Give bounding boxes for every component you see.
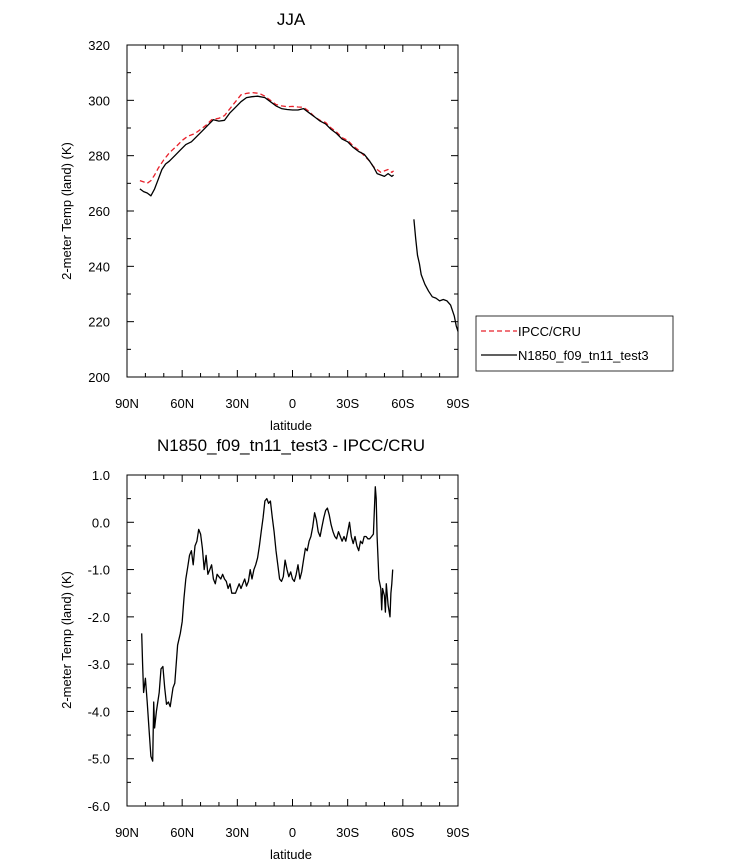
y-tick-label: -5.0 — [88, 752, 110, 767]
x-tick-label: 90N — [115, 825, 139, 840]
chart-title: N1850_f09_tn11_test3 - IPCC/CRU — [157, 436, 425, 455]
plot-frame — [126, 474, 459, 807]
x-tick-label: 90S — [446, 396, 469, 411]
x-axis-label: latitude — [270, 847, 312, 862]
y-axis-label: 2-meter Temp (land) (K) — [59, 571, 74, 709]
legend-box — [475, 315, 674, 372]
series-line-2-segment-1 — [139, 95, 394, 197]
y-tick-label: 0.0 — [92, 515, 110, 530]
series-line-1-segment-1 — [141, 486, 394, 762]
x-tick-label: 60S — [391, 825, 414, 840]
series-line-1-segment-1 — [139, 91, 394, 184]
y-tick-label: -4.0 — [88, 704, 110, 719]
y-tick-labels: 200 220 240 260 280 300 320 — [88, 38, 110, 385]
x-axis-label: latitude — [270, 418, 312, 433]
tick-marks — [126, 44, 459, 378]
x-tick-label: 30S — [336, 825, 359, 840]
x-tick-label: 0 — [289, 825, 296, 840]
series-line-2-segment-2 — [413, 219, 459, 332]
y-tick-label: -2.0 — [88, 610, 110, 625]
plot-series — [141, 486, 394, 762]
plot-frame — [126, 44, 459, 378]
legend-label-ipcc: IPCC/CRU — [518, 324, 581, 339]
y-tick-label: 1.0 — [92, 468, 110, 483]
y-axis-label: 2-meter Temp (land) (K) — [59, 142, 74, 280]
x-tick-label: 90N — [115, 396, 139, 411]
y-tick-labels: 1.0 0.0 -1.0 -2.0 -3.0 -4.0 -5.0 -6.0 — [88, 468, 110, 814]
y-tick-label: 280 — [88, 149, 110, 164]
x-tick-labels: 90N 60N 30N 0 30S 60S 90S — [115, 396, 470, 411]
x-tick-label: 30N — [225, 396, 249, 411]
y-tick-label: 260 — [88, 204, 110, 219]
y-tick-label: -6.0 — [88, 799, 110, 814]
y-tick-label: -1.0 — [88, 563, 110, 578]
x-tick-label: 30S — [336, 396, 359, 411]
x-tick-label: 60S — [391, 396, 414, 411]
x-tick-label: 90S — [446, 825, 469, 840]
y-tick-label: 320 — [88, 38, 110, 53]
y-tick-label: 240 — [88, 259, 110, 274]
y-tick-label: 200 — [88, 370, 110, 385]
bottom-chart: N1850_f09_tn11_test3 - IPCC/CRU 90N 60N 30… — [59, 436, 470, 862]
y-tick-label: 300 — [88, 93, 110, 108]
legend-label-model: N1850_f09_tn11_test3 — [518, 348, 649, 363]
y-tick-label: -3.0 — [88, 657, 110, 672]
x-tick-labels: 90N 60N 30N 0 30S 60S 90S — [115, 825, 470, 840]
y-tick-label: 220 — [88, 315, 110, 330]
plot-series — [139, 91, 459, 332]
x-tick-label: 60N — [170, 396, 194, 411]
x-tick-label: 60N — [170, 825, 194, 840]
legend: IPCC/CRU N1850_f09_tn11_test3 — [475, 315, 674, 372]
top-chart: JJA 90N 60N 30N 0 30S 60S 90S 200 220 240 260 280 3… — [59, 10, 674, 433]
chart-title: JJA — [277, 10, 306, 29]
x-tick-label: 0 — [289, 396, 296, 411]
tick-marks — [126, 474, 459, 807]
x-tick-label: 30N — [225, 825, 249, 840]
